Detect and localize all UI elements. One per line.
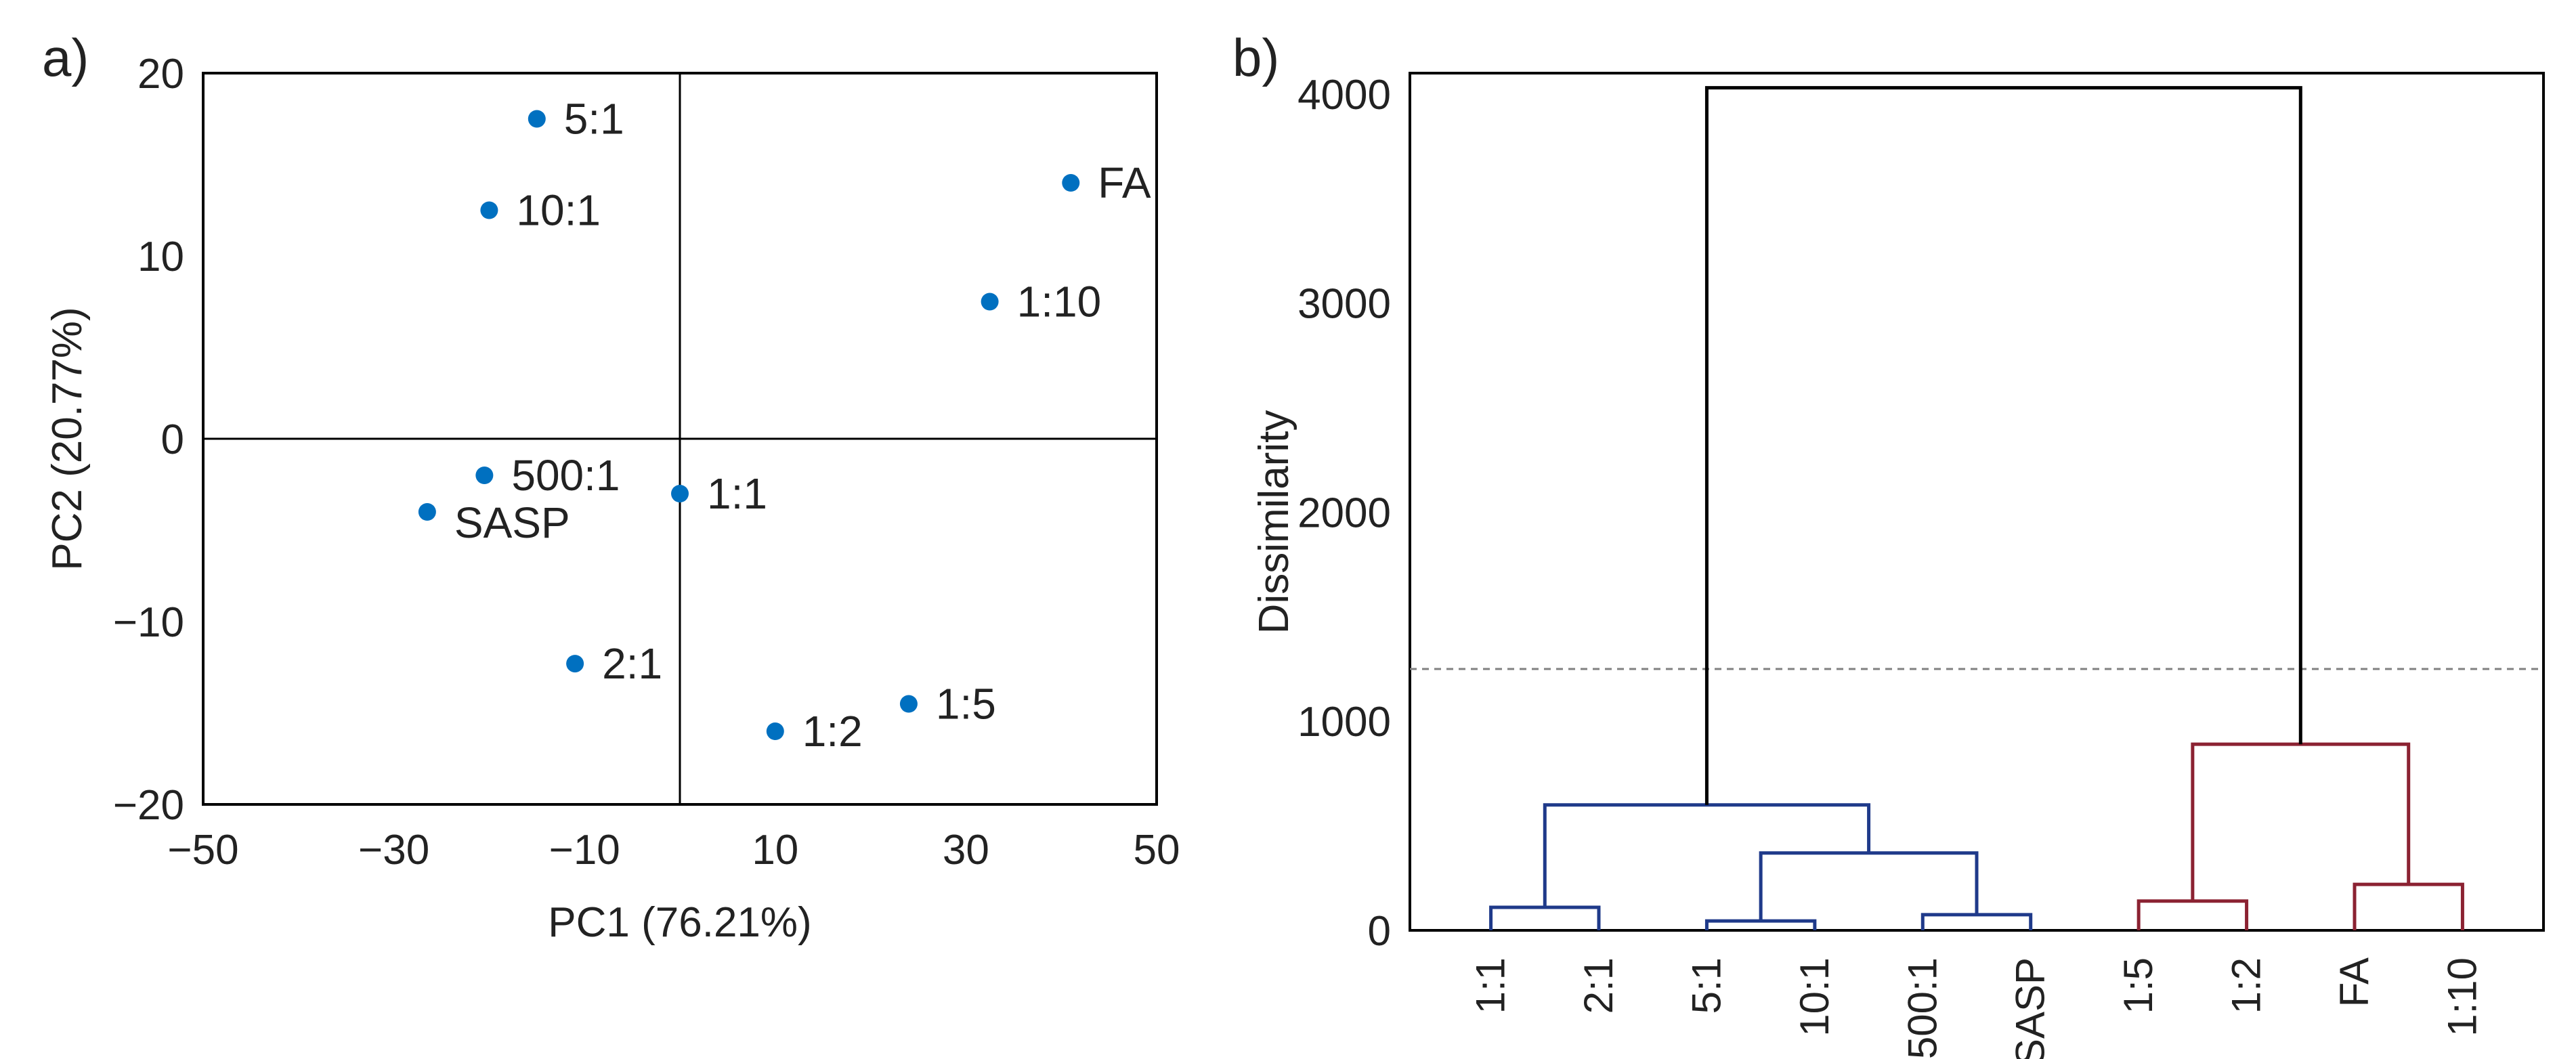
pca-point-label: 1:2 <box>802 707 863 756</box>
dendrogram-leaf-label: 5:1 <box>1683 957 1729 1014</box>
dendrogram-leaf-label: FA <box>2332 957 2377 1007</box>
pca-point-marker <box>566 655 584 673</box>
dendrogram-y-tick-label: 1000 <box>1297 699 1391 745</box>
pca-x-tick-labels: −50 −30 −10 10 30 50 <box>167 827 1180 873</box>
pca-point: 2:1 <box>566 639 662 688</box>
dendrogram-link <box>1704 86 2302 805</box>
pca-y-tick-labels: −20 −10 0 10 20 <box>113 51 184 829</box>
dendrogram-link <box>2137 899 2249 930</box>
dendrogram-link <box>1920 913 2033 930</box>
dendrogram-plot-frame <box>1409 72 2545 932</box>
dendrogram-panel: b) 0 1000 2000 3000 4000 1:1 2:1 5:1 10:1 500:1 S… <box>1232 28 2545 1059</box>
dendrogram-y-tick-label: 2000 <box>1297 490 1391 536</box>
dendrogram-link <box>2353 882 2464 930</box>
dendrogram-leaf-label: 1:10 <box>2439 957 2485 1037</box>
pca-point-label: 1:1 <box>707 469 767 518</box>
pca-y-tick-label: 10 <box>137 234 184 280</box>
pca-point-marker <box>671 485 689 502</box>
dendrogram-links <box>1489 86 2464 930</box>
pca-point: 1:10 <box>981 278 1102 326</box>
dendrogram-leaf-label: 10:1 <box>1792 957 1837 1037</box>
pca-point-marker <box>528 110 546 128</box>
pca-y-tick-label: 20 <box>137 51 184 98</box>
pca-point-marker <box>418 503 436 521</box>
pca-y-tick-label: −10 <box>113 599 184 646</box>
pca-point-label: 2:1 <box>602 639 662 688</box>
pca-point: FA <box>1062 158 1151 207</box>
pca-x-tick-label: 10 <box>752 827 798 873</box>
dendrogram-y-tick-label: 4000 <box>1297 72 1391 118</box>
pca-x-tick-label: 50 <box>1134 827 1180 873</box>
pca-point-label: 1:10 <box>1017 278 1102 326</box>
dendrogram-leaf-label: 2:1 <box>1576 957 1621 1014</box>
pca-y-tick-label: 0 <box>161 416 184 463</box>
pca-reference-lines <box>203 73 1157 804</box>
pca-point: 10:1 <box>480 186 601 235</box>
pca-x-axis-title: PC1 (76.21%) <box>548 899 811 946</box>
pca-point-label: 5:1 <box>564 95 624 144</box>
dendrogram-leaf-label: 1:5 <box>2116 957 2161 1014</box>
dendrogram-leaf-label: 500:1 <box>1899 957 1945 1059</box>
pca-point: 1:5 <box>899 680 996 729</box>
dendrogram-y-tick-label: 0 <box>1368 908 1391 955</box>
dendrogram-link <box>1759 851 1979 922</box>
pca-point: 5:1 <box>528 95 624 144</box>
pca-point-label: 10:1 <box>516 186 601 235</box>
pca-point-marker <box>475 467 494 484</box>
pca-x-tick-label: 30 <box>943 827 989 873</box>
pca-y-axis-title: PC2 (20.77%) <box>44 307 91 570</box>
dendrogram-link <box>1489 905 1601 930</box>
dendrogram-leaf-label: 1:1 <box>1468 957 1514 1014</box>
dendrogram-y-tick-label: 3000 <box>1297 281 1391 328</box>
panel-label-a: a) <box>42 28 89 87</box>
pca-point-marker <box>981 293 999 311</box>
pca-x-tick-label: −30 <box>358 827 429 873</box>
pca-y-tick-label: −20 <box>113 782 184 829</box>
pca-point: SASP <box>418 498 570 547</box>
panel-label-b: b) <box>1232 28 1279 87</box>
pca-point-marker <box>480 201 498 219</box>
pca-point: 1:2 <box>766 707 863 756</box>
pca-point-label: 500:1 <box>511 451 620 500</box>
dendrogram-y-tick-labels: 0 1000 2000 3000 4000 <box>1297 72 1391 955</box>
pca-x-tick-label: −10 <box>549 827 620 873</box>
pca-point-marker <box>766 722 784 740</box>
pca-point: 500:1 <box>475 451 620 500</box>
dendrogram-leaf-label: 1:2 <box>2224 957 2269 1014</box>
pca-scatter-panel: a) −20 −10 0 10 20 −50 −30 −10 10 30 50 5:1 10:1 FA… <box>42 28 1180 946</box>
pca-point-label: FA <box>1098 158 1151 207</box>
dendrogram-link <box>1543 803 1871 908</box>
pca-point-label: 1:5 <box>936 680 996 729</box>
dendrogram-y-axis-title: Dissimilarity <box>1251 410 1297 634</box>
pca-point-label: SASP <box>454 498 570 547</box>
pca-point-marker <box>899 695 918 713</box>
dendrogram-leaf-labels: 1:1 2:1 5:1 10:1 500:1 SASP 1:5 1:2 FA 1:10 <box>1468 957 2485 1059</box>
pca-point: 1:1 <box>671 469 767 518</box>
dendrogram-link <box>2191 742 2411 901</box>
dendrogram-link <box>1704 919 1817 930</box>
pca-point-marker <box>1062 174 1080 192</box>
dendrogram-leaf-label: SASP <box>2008 957 2053 1059</box>
pca-x-tick-label: −50 <box>167 827 238 873</box>
